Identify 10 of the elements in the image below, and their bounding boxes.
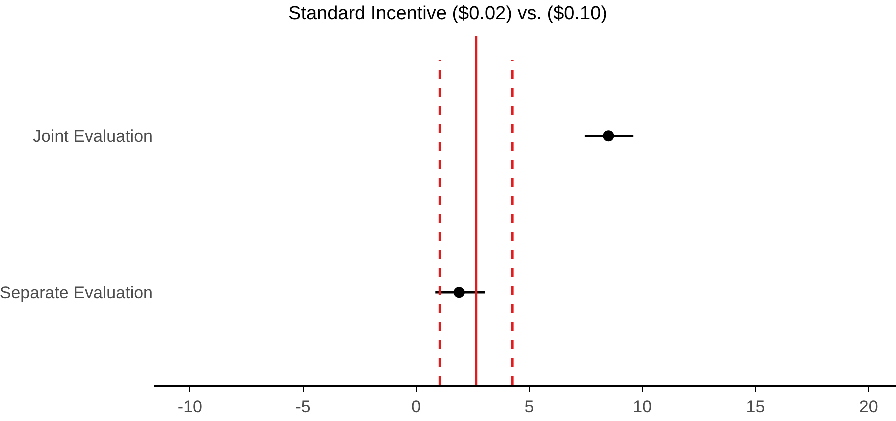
x-tick-label: 10 bbox=[633, 397, 652, 416]
y-tick-label: Joint Evaluation bbox=[32, 127, 153, 146]
x-tick-label: -5 bbox=[296, 397, 311, 416]
x-tick-label: 15 bbox=[746, 397, 766, 416]
x-tick-label: 20 bbox=[859, 397, 878, 416]
y-tick-label: Separate Evaluation bbox=[0, 284, 153, 303]
x-tick-label: -10 bbox=[178, 397, 202, 416]
x-tick-label: 0 bbox=[412, 397, 422, 416]
chart-title: Standard Incentive ($0.02) vs. ($0.10) bbox=[288, 4, 608, 25]
x-tick-label: 5 bbox=[524, 397, 534, 416]
